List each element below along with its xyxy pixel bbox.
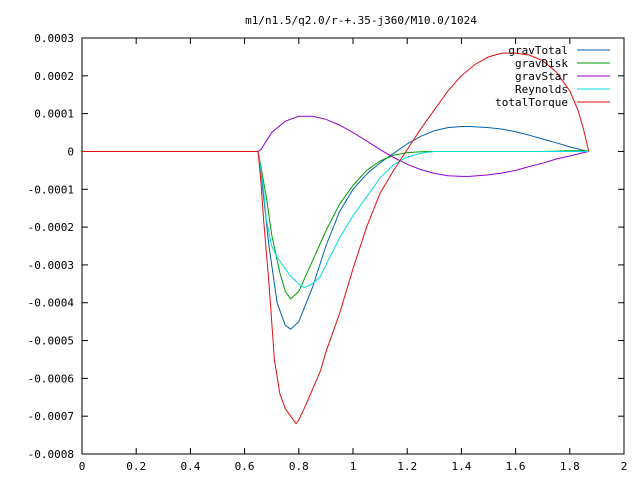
x-tick-label: 0.2 xyxy=(126,460,146,473)
y-tick-label: 0.0001 xyxy=(34,108,74,121)
chart-title: m1/n1.5/q2.0/r-+.35-j360/M10.0/1024 xyxy=(245,14,477,27)
y-tick-label: -0.0007 xyxy=(28,410,74,423)
x-tick-label: 1.6 xyxy=(506,460,526,473)
legend-label-Reynolds: Reynolds xyxy=(515,83,568,96)
y-tick-label: -0.0008 xyxy=(28,448,74,461)
y-tick-label: -0.0001 xyxy=(28,183,74,196)
series-line-totalTorque xyxy=(82,52,590,425)
y-tick-label: -0.0003 xyxy=(28,259,74,272)
y-tick-label: -0.0005 xyxy=(28,335,74,348)
x-tick-label: 1.8 xyxy=(560,460,580,473)
series-line-Reynolds xyxy=(82,151,589,289)
x-tick-label: 0.4 xyxy=(180,460,200,473)
y-tick-label: -0.0002 xyxy=(28,221,74,234)
legend: gravTotalgravDiskgravStarReynoldstotalTo… xyxy=(495,44,610,109)
series-line-gravDisk xyxy=(82,150,589,300)
legend-label-totalTorque: totalTorque xyxy=(495,96,568,109)
legend-label-gravDisk: gravDisk xyxy=(515,57,568,70)
axis-ticks: 0 0.2 0.4 0.6 0.8 1 1.2 1.4 1.6 1.8 2 0.0003 0.0002 0… xyxy=(28,32,628,473)
x-tick-label: 0.8 xyxy=(289,460,309,473)
legend-label-gravTotal: gravTotal xyxy=(508,44,568,57)
y-tick-label: -0.0006 xyxy=(28,372,74,385)
y-tick-label: 0.0002 xyxy=(34,70,74,83)
y-tick-label: 0 xyxy=(67,145,74,158)
x-tick-label: 1.4 xyxy=(451,460,471,473)
x-tick-label: 1.2 xyxy=(397,460,417,473)
series-lines xyxy=(82,52,590,425)
x-tick-label: 0.6 xyxy=(235,460,255,473)
x-tick-label: 0 xyxy=(79,460,86,473)
series-line-gravStar xyxy=(82,115,589,177)
y-tick-label: -0.0004 xyxy=(28,297,75,310)
series-line-gravTotal xyxy=(82,126,589,330)
legend-label-gravStar: gravStar xyxy=(515,70,568,83)
x-tick-label: 2 xyxy=(621,460,628,473)
y-tick-label: 0.0003 xyxy=(34,32,74,45)
x-tick-label: 1 xyxy=(350,460,357,473)
